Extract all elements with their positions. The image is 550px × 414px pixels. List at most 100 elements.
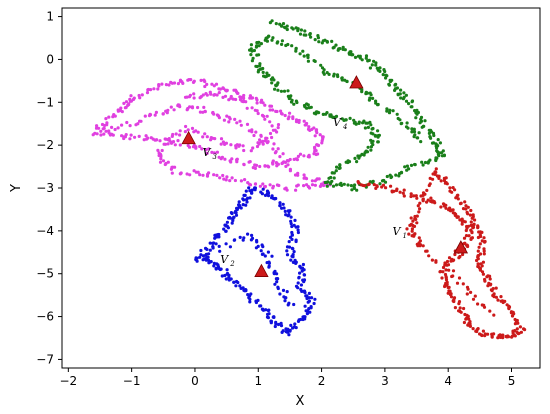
x-tick-label: 2 — [318, 374, 326, 388]
data-point — [238, 235, 242, 239]
data-point — [385, 109, 389, 113]
data-point — [306, 59, 310, 63]
data-point — [256, 70, 260, 74]
data-point — [295, 100, 299, 105]
data-point — [298, 52, 302, 56]
data-point — [212, 264, 216, 268]
data-point — [380, 185, 384, 189]
data-point — [279, 321, 283, 325]
data-point — [205, 151, 209, 155]
data-point — [204, 246, 208, 250]
data-point — [448, 186, 452, 190]
data-point — [122, 101, 126, 105]
data-point — [305, 183, 309, 187]
data-point — [338, 182, 342, 187]
data-point — [453, 211, 457, 215]
data-point — [270, 124, 274, 128]
data-point — [432, 133, 436, 138]
data-point — [462, 236, 467, 240]
data-point — [271, 147, 275, 151]
data-point — [292, 250, 296, 254]
data-point — [393, 83, 397, 87]
data-point — [335, 165, 339, 169]
data-point — [419, 194, 423, 198]
data-point — [306, 127, 311, 131]
data-point — [409, 163, 414, 167]
data-point — [210, 82, 214, 86]
data-point — [343, 48, 347, 52]
data-point — [183, 130, 187, 134]
data-point — [367, 58, 371, 63]
data-point — [249, 149, 253, 153]
data-point — [198, 110, 202, 114]
data-point — [270, 254, 274, 258]
data-point — [372, 183, 376, 187]
data-point — [407, 102, 411, 106]
data-point — [218, 176, 222, 180]
data-point — [220, 274, 224, 278]
data-point — [435, 146, 439, 150]
data-point — [224, 223, 228, 227]
data-point — [219, 142, 223, 146]
data-point — [330, 171, 334, 175]
data-point — [169, 105, 173, 109]
data-point — [505, 303, 509, 307]
data-point — [285, 290, 289, 294]
data-point — [284, 43, 288, 48]
data-point — [402, 194, 406, 198]
data-point — [218, 87, 222, 91]
data-point — [471, 213, 475, 217]
data-point — [434, 260, 438, 264]
data-point — [412, 194, 416, 198]
data-point — [326, 180, 330, 184]
data-point — [144, 134, 148, 138]
data-point — [481, 260, 485, 264]
data-point — [476, 224, 480, 228]
data-point — [289, 258, 293, 262]
data-point — [322, 68, 326, 72]
data-point — [421, 244, 425, 248]
data-point — [522, 327, 526, 331]
data-point — [242, 96, 246, 100]
data-point — [405, 168, 409, 172]
data-point — [299, 317, 303, 322]
data-point — [383, 69, 387, 74]
data-point — [241, 197, 245, 201]
data-point — [221, 95, 225, 99]
data-point — [152, 87, 156, 91]
data-point — [295, 184, 299, 188]
data-point — [285, 245, 290, 249]
x-tick-label: 1 — [254, 374, 262, 388]
data-point — [271, 315, 275, 319]
data-point — [205, 135, 209, 139]
data-point — [337, 166, 341, 170]
data-point — [296, 171, 300, 175]
data-point — [399, 88, 403, 92]
data-point — [302, 103, 307, 108]
data-point — [174, 132, 178, 136]
data-point — [261, 187, 265, 191]
data-point — [457, 276, 462, 280]
data-point — [128, 137, 132, 141]
data-point — [356, 180, 360, 184]
data-point — [247, 160, 251, 164]
data-point — [288, 209, 292, 213]
data-point — [321, 39, 325, 43]
data-point — [368, 120, 372, 124]
data-point — [405, 164, 409, 168]
data-point — [268, 131, 273, 136]
data-point — [363, 184, 367, 188]
data-point — [410, 105, 414, 109]
data-point — [401, 97, 405, 101]
data-point — [132, 96, 136, 100]
data-point — [501, 333, 505, 337]
data-point — [199, 253, 203, 257]
data-point — [398, 118, 402, 122]
data-point — [256, 111, 260, 116]
y-axis-label: Y — [9, 184, 24, 193]
data-point — [278, 292, 282, 296]
data-point — [280, 39, 284, 43]
data-point — [223, 157, 227, 161]
data-point — [364, 149, 368, 153]
data-point — [380, 179, 385, 183]
